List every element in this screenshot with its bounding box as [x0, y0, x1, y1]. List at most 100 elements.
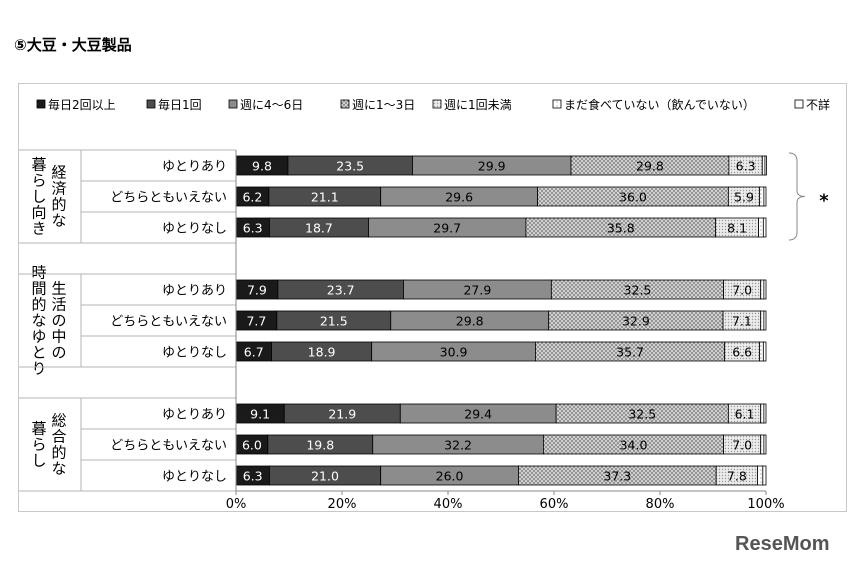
row-label: ゆとりあり: [162, 160, 227, 175]
legend-swatch: [228, 99, 238, 109]
data-label: 27.9: [463, 283, 491, 298]
bar-segment: [763, 279, 767, 300]
legend-swatch: [432, 99, 442, 109]
legend-item: 毎日2回以上: [36, 97, 116, 112]
data-label: 6.0: [242, 438, 262, 453]
group-label-line: 生活の中の: [51, 280, 66, 362]
bar-segment: [760, 310, 765, 331]
row-label: ゆとりなし: [162, 346, 227, 361]
data-label: 18.9: [308, 345, 336, 360]
bar-segment: [762, 217, 767, 238]
row-label: どちらともいえない: [110, 191, 227, 206]
data-label: 32.5: [624, 283, 652, 298]
legend-label: 週に1回未満: [444, 98, 512, 112]
bar-segment: [762, 341, 767, 362]
data-label: 37.3: [603, 469, 631, 484]
row-label: ゆとりなし: [162, 470, 227, 485]
x-tick-label: 40%: [434, 497, 463, 512]
group-label-line: 暮らし: [31, 420, 46, 470]
data-label: 29.8: [456, 314, 484, 329]
x-tick-label: 100%: [747, 497, 784, 512]
legend-swatch: [794, 99, 804, 109]
significance-mark: *: [819, 191, 829, 212]
x-tick-label: 60%: [540, 497, 569, 512]
data-label: 35.8: [607, 221, 635, 236]
data-label: 9.1: [250, 407, 270, 422]
data-label: 23.5: [336, 159, 364, 174]
bar-segment: [763, 403, 767, 424]
data-label: 36.0: [619, 190, 647, 205]
legend-label: まだ食べていない（飲んでいない）: [564, 97, 755, 112]
data-label: 18.7: [305, 221, 333, 236]
group-label-line: 暮らし向き: [31, 156, 46, 238]
legend-swatch: [36, 99, 46, 109]
legend-swatch: [146, 99, 156, 109]
chart-frame: 毎日2回以上 毎日1回 週に4～6日 週に1～3日 週に1回未満 まだ食べていない（飲んで…: [18, 83, 847, 512]
significance-brace: [788, 152, 806, 241]
x-tick-label: 0%: [226, 497, 247, 512]
bar-segment: [763, 186, 767, 207]
row-label: ゆとりあり: [162, 284, 227, 299]
legend-item: 不詳: [794, 97, 830, 112]
data-label: 23.7: [327, 283, 355, 298]
legend-label: 週に1～3日: [352, 98, 415, 112]
data-label: 21.5: [320, 314, 348, 329]
data-label: 7.9: [247, 283, 267, 298]
data-label: 8.1: [727, 221, 747, 236]
group-label-line: 総合的な: [51, 412, 66, 478]
x-tick-label: 80%: [646, 497, 675, 512]
legend-item: 毎日1回: [146, 97, 202, 112]
page-title: ⑤大豆・大豆製品: [14, 36, 132, 54]
bar-segment: [760, 279, 765, 300]
data-label: 6.7: [244, 345, 264, 360]
data-label: 32.9: [622, 314, 650, 329]
legend-swatch: [552, 99, 562, 109]
stacked-bar-chart: 毎日2回以上 毎日1回 週に4～6日 週に1～3日 週に1回未満 まだ食べていない（飲んで…: [19, 97, 830, 512]
legend-item: まだ食べていない（飲んでいない）: [552, 97, 755, 112]
bar-segment: [763, 434, 767, 455]
legend-item: 週に1～3日: [340, 98, 415, 112]
legend-swatch: [340, 99, 350, 109]
row-label: どちらともいえない: [110, 315, 227, 330]
legend-item: 週に4～6日: [228, 98, 303, 112]
group-label-line: 時間的なゆとり: [31, 264, 46, 378]
legend-label: 毎日1回: [158, 97, 202, 112]
x-tick-label: 20%: [328, 497, 357, 512]
data-label: 21.0: [311, 469, 339, 484]
data-label: 30.9: [440, 345, 468, 360]
data-label: 29.9: [478, 159, 506, 174]
data-label: 7.8: [727, 469, 747, 484]
data-label: 7.0: [732, 283, 752, 298]
bar-segment: [763, 310, 767, 331]
data-label: 7.7: [246, 314, 266, 329]
data-label: 6.2: [242, 190, 262, 205]
data-label: 34.0: [620, 438, 648, 453]
bar-segment: [758, 217, 764, 238]
bar-segment: [760, 403, 765, 424]
data-label: 29.6: [445, 190, 473, 205]
data-label: 6.1: [735, 407, 755, 422]
legend-label: 週に4～6日: [240, 98, 303, 112]
data-label: 26.0: [436, 469, 464, 484]
bar-segment: [759, 341, 764, 362]
data-label: 6.3: [243, 221, 263, 236]
data-label: 32.5: [628, 407, 656, 422]
data-label: 6.6: [732, 345, 752, 360]
data-label: 29.8: [636, 159, 664, 174]
data-label: 29.7: [433, 221, 461, 236]
data-label: 21.1: [311, 190, 339, 205]
data-label: 9.8: [252, 159, 272, 174]
group-label-line: 経済的な: [51, 164, 66, 230]
legend-label: 不詳: [806, 97, 830, 112]
data-label: 19.8: [306, 438, 334, 453]
data-label: 32.2: [444, 438, 472, 453]
watermark-logo: ReseMom: [735, 533, 830, 555]
row-label: どちらともいえない: [110, 439, 227, 454]
data-label: 5.9: [734, 190, 754, 205]
data-label: 21.9: [328, 407, 356, 422]
bar-segment: [759, 186, 765, 207]
bar-segment: [760, 434, 765, 455]
